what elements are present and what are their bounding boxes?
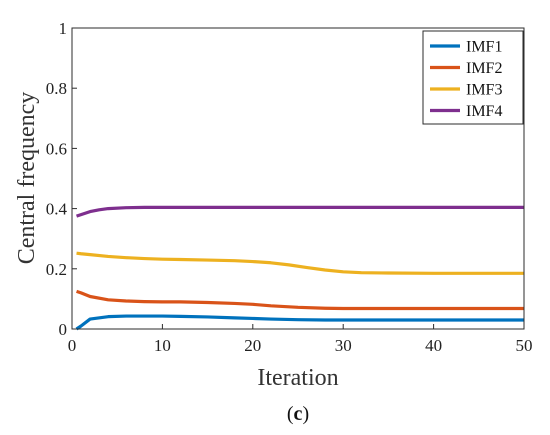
legend-label-imf4: IMF4 <box>466 103 502 120</box>
legend: IMF1 IMF2 IMF3 IMF4 <box>422 30 524 125</box>
y-axis-label: Central frequency <box>14 92 40 265</box>
caption-close: ) <box>302 403 309 425</box>
legend-label-imf3: IMF3 <box>466 82 502 99</box>
series-line-imf2 <box>76 289 524 311</box>
caption-letter: c <box>294 403 303 425</box>
ticks-layer: 0 10 20 30 40 50 0 0.2 0.4 0.6 0.8 1 <box>46 19 533 355</box>
x-tick-label: 30 <box>335 336 352 355</box>
y-tick-label: 0.4 <box>46 200 68 219</box>
figure-caption: (c) <box>287 403 309 425</box>
y-tick-label: 0.2 <box>46 260 67 279</box>
x-tick-label: 10 <box>154 336 171 355</box>
y-tick-label: 0 <box>59 320 68 339</box>
series-line-imf4 <box>76 205 524 218</box>
x-tick-label: 50 <box>516 336 533 355</box>
y-tick-label: 0.8 <box>46 79 67 98</box>
legend-label-imf1: IMF1 <box>466 39 502 56</box>
y-tick-label: 0.6 <box>46 139 67 158</box>
x-tick-label: 40 <box>425 336 442 355</box>
series-layer <box>75 205 524 331</box>
x-axis-label: Iteration <box>257 365 338 391</box>
y-tick-label: 1 <box>59 19 68 38</box>
x-tick-label: 0 <box>68 336 77 355</box>
caption-open: ( <box>287 403 294 425</box>
plot-frame <box>71 27 525 330</box>
x-tick-label: 20 <box>244 336 261 355</box>
legend-label-imf2: IMF2 <box>466 60 502 77</box>
series-line-imf3 <box>76 251 524 275</box>
series-line-imf1 <box>75 314 524 331</box>
